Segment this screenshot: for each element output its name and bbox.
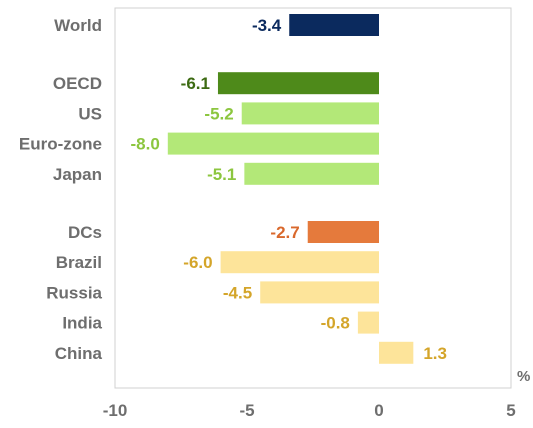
- bar-japan: [244, 162, 379, 185]
- category-label-china: China: [55, 344, 103, 363]
- category-label-brazil: Brazil: [56, 253, 102, 272]
- category-label-japan: Japan: [53, 165, 102, 184]
- plot-border: [114, 7, 512, 389]
- value-label-euro-zone: -8.0: [131, 135, 160, 154]
- bar-oecd: [217, 72, 379, 95]
- value-label-us: -5.2: [204, 104, 233, 123]
- bar-china: [379, 341, 414, 364]
- value-label-oecd: -6.1: [181, 74, 210, 93]
- bar-series: [167, 14, 414, 364]
- bar-world: [289, 14, 379, 36]
- category-label-india: India: [62, 314, 102, 333]
- value-label-dcs: -2.7: [270, 223, 299, 242]
- value-label-brazil: -6.0: [183, 253, 212, 272]
- plot-frame: [114, 7, 512, 389]
- bar-dcs: [307, 221, 379, 243]
- category-label-oecd: OECD: [53, 74, 102, 93]
- bar-euro-zone: [167, 132, 379, 155]
- unit-label: %: [517, 368, 530, 385]
- value-label-china: 1.3: [423, 344, 447, 363]
- category-label-world: World: [54, 16, 102, 35]
- bar-brazil: [220, 251, 379, 274]
- x-axis-tick-labels: -10 -5 0 5: [103, 401, 516, 420]
- value-label-japan: -5.1: [207, 165, 236, 184]
- category-labels: World OECD US Euro-zone Japan DCs Brazil Russia…: [19, 16, 103, 363]
- value-label-india: -0.8: [321, 314, 350, 333]
- bar-russia: [260, 281, 379, 304]
- bar-us: [241, 102, 379, 125]
- x-tick-label: -5: [239, 401, 254, 420]
- category-label-euro-zone: Euro-zone: [19, 135, 102, 154]
- value-labels: -3.4 -6.1 -5.2 -8.0 -5.1 -2.7 -6.0 -4.5 -0.8 1.3: [131, 16, 447, 363]
- category-label-us: US: [78, 104, 102, 123]
- bar-india: [357, 311, 379, 334]
- category-label-dcs: DCs: [68, 223, 102, 242]
- x-tick-label: 0: [374, 401, 383, 420]
- value-label-russia: -4.5: [223, 283, 252, 302]
- x-tick-label: -10: [103, 401, 128, 420]
- value-label-world: -3.4: [252, 16, 282, 35]
- x-tick-label: 5: [506, 401, 515, 420]
- category-label-russia: Russia: [46, 283, 102, 302]
